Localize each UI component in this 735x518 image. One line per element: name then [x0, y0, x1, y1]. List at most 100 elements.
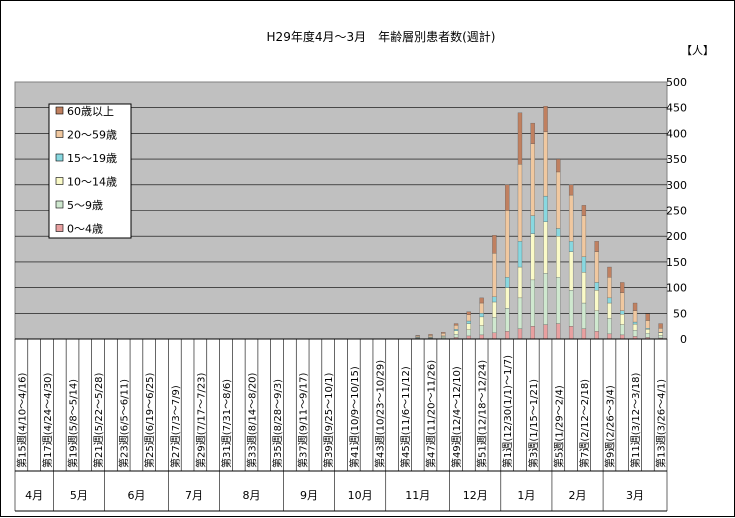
bar-segment	[479, 313, 484, 318]
bar-segment	[568, 184, 574, 196]
x-tick-label: 第11週(3/12～3/18)	[629, 372, 642, 468]
x-tick-label: 第31週(7/31～8/6)	[220, 379, 233, 468]
bar-segment	[607, 297, 612, 304]
bar-segment	[505, 184, 510, 211]
bar-segment	[568, 325, 574, 340]
bar-segment	[645, 329, 650, 334]
bar-segment	[543, 324, 548, 340]
bar-segment	[479, 334, 484, 340]
bar-segment	[568, 290, 574, 327]
y-tick-label: 100	[666, 282, 687, 295]
bar-segment	[632, 330, 638, 337]
legend-swatch	[55, 153, 64, 162]
bar-segment	[645, 328, 650, 330]
x-tick-label: 第29週(7/17～7/23)	[194, 372, 207, 468]
bar-segment	[581, 272, 587, 304]
bar-segment	[428, 334, 433, 336]
bar-segment	[517, 266, 523, 299]
bar-segment	[441, 336, 446, 338]
month-label: 3月	[626, 489, 644, 502]
bar-segment	[441, 333, 446, 337]
bar-segment	[607, 333, 612, 340]
bar-segment	[568, 194, 574, 242]
bars	[415, 106, 663, 340]
bar-segment	[505, 277, 510, 288]
bar-segment	[645, 320, 650, 329]
bar-segment	[428, 335, 433, 338]
x-tick-label: 第41週(10/9～10/15)	[348, 366, 361, 468]
bar-segment	[607, 266, 612, 278]
x-tick-label: 第15週(4/10～4/16)	[15, 372, 28, 468]
chart-title: H29年度4月～3月 年齢層別患者数(週計)	[267, 29, 496, 44]
bar-segment	[505, 308, 510, 332]
bar-segment	[492, 332, 497, 340]
bar-segment	[530, 122, 535, 144]
bar-segment	[543, 221, 548, 274]
x-tick-label: 第47週(11/20～11/26)	[424, 360, 437, 468]
month-label: 1月	[517, 489, 535, 502]
y-tick-label: 150	[666, 256, 687, 269]
legend-box	[48, 103, 132, 239]
legend-swatch	[55, 177, 64, 185]
bar-segment	[466, 314, 471, 322]
bar-segment	[620, 314, 625, 325]
x-tick-label: 第27週(7/3～7/9)	[169, 385, 182, 468]
legend-label: 10～14歳	[67, 176, 117, 189]
legend-label: 20～59歳	[67, 129, 117, 142]
legend-label: 5～9歳	[67, 199, 103, 212]
y-tick-label: 450	[666, 102, 687, 115]
bar-segment	[479, 302, 484, 314]
x-tick-label: 第37週(9/11～9/17)	[297, 372, 310, 468]
bar-segment	[453, 324, 459, 330]
bar-segment	[517, 112, 523, 165]
month-label: 10月	[348, 489, 373, 502]
bar-segment	[556, 158, 561, 173]
x-tick-label: 第43週(10/23～10/29)	[373, 360, 386, 468]
bar-segment	[581, 328, 587, 340]
bar-segment	[607, 277, 612, 299]
bar-segment	[466, 320, 471, 324]
x-tick-label: 第39週(9/25～10/1)	[322, 372, 335, 468]
bar-segment	[492, 317, 497, 333]
x-axis-labels: 第15週(4/10～4/16) 第17週(4/24～4/30) 第19週(5/8～5…	[14, 338, 668, 472]
bar-segment	[632, 323, 638, 331]
bar-segment	[594, 282, 599, 291]
bar-segment	[594, 251, 599, 283]
bar-segment	[607, 318, 612, 335]
month-label: 11月	[405, 489, 430, 502]
legend-label: 15～19歳	[67, 152, 117, 165]
month-label: 5月	[70, 489, 88, 502]
bar-segment	[645, 313, 650, 321]
bar-segment	[505, 331, 510, 340]
x-tick-label: 第35週(8/28～9/3)	[271, 379, 284, 468]
month-label: 6月	[127, 489, 145, 502]
month-label: 4月	[25, 489, 43, 502]
legend-swatch	[55, 224, 64, 232]
bar-segment	[556, 323, 561, 340]
bar-segment	[658, 332, 663, 336]
x-tick-label: 第3週(1/15～1/21)	[527, 379, 540, 468]
bar-segment	[632, 310, 638, 323]
month-label: 7月	[185, 489, 203, 502]
bar-segment	[658, 328, 663, 333]
y-tick-label: 400	[666, 127, 687, 140]
x-tick-label: 第51週(12/18～12/24)	[476, 360, 489, 468]
y-tick-label: 200	[666, 230, 687, 243]
legend-swatch	[55, 200, 64, 209]
bar-segment	[568, 241, 574, 252]
bar-segment	[658, 335, 663, 339]
y-tick-label: 0	[680, 333, 687, 346]
legend-swatch	[55, 130, 64, 138]
bar-segment	[543, 106, 548, 133]
bar-segment	[620, 310, 625, 315]
bar-segment	[517, 328, 523, 340]
bar-segment	[530, 325, 535, 340]
y-tick-label: 50	[673, 307, 687, 320]
bar-segment	[543, 273, 548, 325]
bar-segment	[632, 321, 638, 325]
bar-segment	[466, 311, 471, 315]
bar-segment	[505, 210, 510, 278]
bar-segment	[645, 333, 650, 338]
bar-segment	[453, 329, 459, 331]
